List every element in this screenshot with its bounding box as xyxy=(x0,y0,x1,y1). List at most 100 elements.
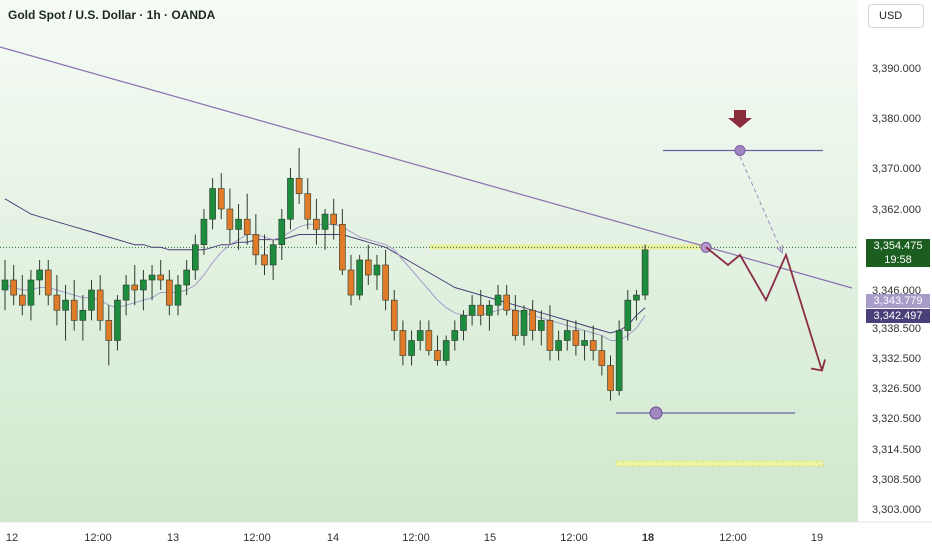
candle-body xyxy=(140,279,147,291)
x-tick-label: 12:00 xyxy=(243,532,271,544)
candle-body xyxy=(166,279,173,306)
candle-body xyxy=(598,350,606,366)
candles xyxy=(1,148,649,401)
y-tick-label: 3,326.500 xyxy=(872,383,921,395)
candle-body xyxy=(434,350,441,361)
candle-body xyxy=(287,177,294,220)
x-tick-label: 13 xyxy=(167,532,179,544)
lower-level-marker xyxy=(649,406,663,420)
candle-body xyxy=(1,279,9,291)
candle-body xyxy=(563,330,571,341)
candle-body xyxy=(10,279,17,296)
projection-zigzag xyxy=(705,246,823,371)
candle-body xyxy=(486,304,493,316)
y-tick-label: 3,308.500 xyxy=(872,474,921,486)
candle-body xyxy=(105,320,113,341)
candle-body xyxy=(468,304,476,316)
support-zone xyxy=(615,460,824,467)
candle-body xyxy=(589,340,597,351)
candle-body xyxy=(96,289,104,321)
x-tick-label: 12 xyxy=(6,532,18,544)
candle-body xyxy=(321,213,329,230)
candle-body xyxy=(269,244,277,266)
ma-slow-price-tag: 3,342.497 xyxy=(866,309,930,323)
candle-body xyxy=(451,330,459,341)
candle-body xyxy=(114,299,121,341)
annotations xyxy=(616,110,826,420)
down-arrow-icon xyxy=(728,110,752,128)
time-axis[interactable] xyxy=(0,522,932,550)
candle-body xyxy=(347,269,355,296)
candle-body xyxy=(122,284,130,301)
y-tick-label: 3,370.000 xyxy=(872,163,921,175)
candle-body xyxy=(313,218,320,230)
y-tick-label: 3,380.000 xyxy=(872,113,921,125)
candle-body xyxy=(44,269,52,296)
y-tick-label: 3,332.500 xyxy=(872,353,921,365)
candle-body xyxy=(624,299,632,331)
candle-body xyxy=(641,249,649,296)
candle-body xyxy=(192,244,199,271)
current-price-tag: 3,354.475 xyxy=(866,239,930,253)
candle-body xyxy=(356,259,363,296)
candle-body xyxy=(131,284,139,291)
candle-body xyxy=(364,259,372,276)
candle-body xyxy=(581,340,588,346)
candle-body xyxy=(425,330,433,351)
candle-body xyxy=(555,340,562,351)
currency-button[interactable]: USD xyxy=(868,4,924,28)
upper-level-marker xyxy=(734,145,746,156)
candle-body xyxy=(217,188,225,210)
candle-body xyxy=(27,279,35,306)
candle-body xyxy=(503,294,511,311)
x-tick-label: 18 xyxy=(642,532,654,544)
candle-body xyxy=(36,269,43,281)
candle-body xyxy=(416,330,424,341)
y-axis-ticks: 3,390.0003,380.0003,370.0003,362.0003,34… xyxy=(872,63,921,516)
candle-body xyxy=(261,254,268,266)
projection-arrowhead xyxy=(810,359,826,372)
candle-body xyxy=(53,294,61,311)
x-tick-label: 12:00 xyxy=(560,532,588,544)
candle-body xyxy=(243,218,251,235)
plot-background xyxy=(0,0,858,522)
x-tick-label: 19 xyxy=(811,532,823,544)
candle-body xyxy=(537,320,545,331)
candle-body xyxy=(494,294,502,306)
candle-body xyxy=(399,330,407,356)
zones xyxy=(0,244,858,467)
candle-body xyxy=(390,299,398,331)
candle-body xyxy=(278,218,286,245)
candle-body xyxy=(235,218,242,230)
bar-countdown-tag: 19:58 xyxy=(866,253,930,267)
x-tick-label: 12:00 xyxy=(719,532,747,544)
candle-body xyxy=(382,264,389,301)
candle-body xyxy=(330,213,338,225)
candle-body xyxy=(304,193,312,220)
y-tick-label: 3,390.000 xyxy=(872,63,921,75)
candle-body xyxy=(295,177,303,194)
candle-body xyxy=(339,224,346,271)
dashed-projection-arrow xyxy=(739,156,782,253)
candle-body xyxy=(615,330,623,391)
candle-body xyxy=(157,274,164,281)
candle-body xyxy=(529,309,536,331)
ma-fast-price-tag: 3,343.779 xyxy=(866,294,930,308)
x-tick-label: 15 xyxy=(484,532,496,544)
candle-body xyxy=(442,340,450,361)
candle-body xyxy=(226,208,234,230)
candle-body xyxy=(633,294,640,301)
y-tick-label: 3,314.500 xyxy=(872,444,921,456)
resistance-zone xyxy=(430,244,708,250)
x-tick-label: 12:00 xyxy=(84,532,112,544)
candle-body xyxy=(18,294,26,306)
candle-body xyxy=(546,320,554,351)
candle-body xyxy=(408,340,415,356)
candle-body xyxy=(183,269,190,286)
candle-body xyxy=(512,309,519,336)
y-tick-label: 3,362.000 xyxy=(872,204,921,216)
candle-body xyxy=(200,218,208,245)
candle-body xyxy=(70,299,78,321)
